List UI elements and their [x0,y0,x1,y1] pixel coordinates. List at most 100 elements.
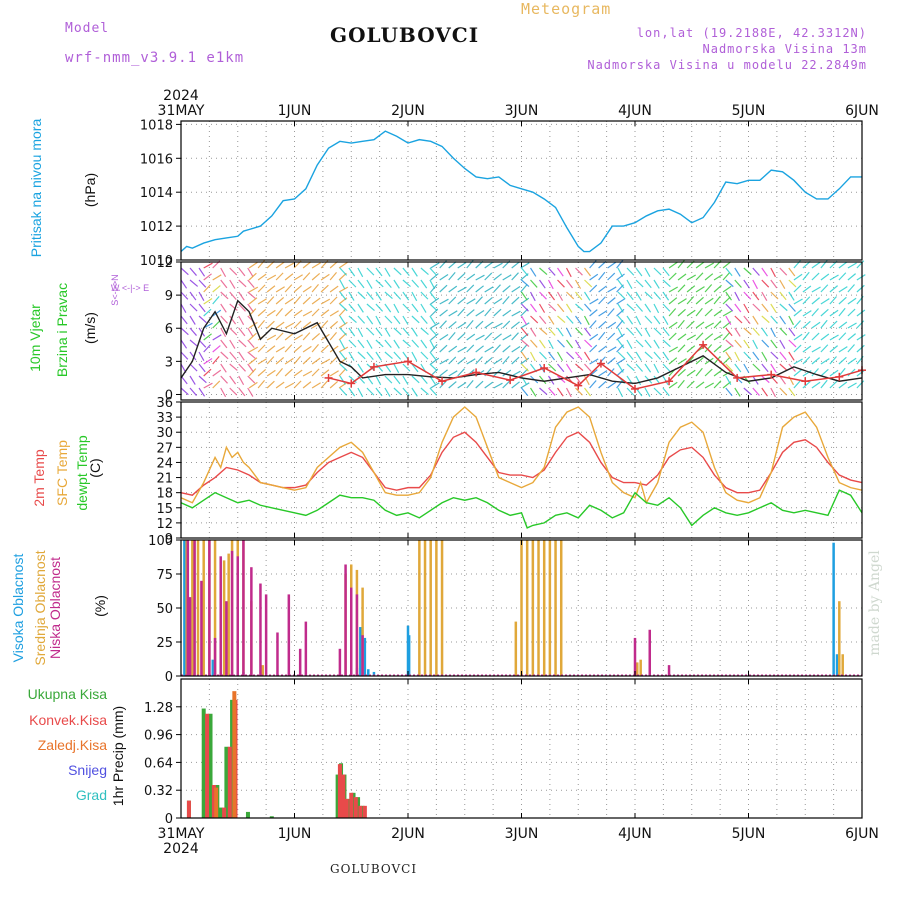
wind-barb [820,333,830,341]
wind-barb [311,333,321,341]
wind-barb [644,351,653,360]
wind-barb [320,309,330,317]
wind-barb [357,339,365,349]
wind-barb [521,387,529,397]
wind-barb [229,327,238,336]
wind-barb [266,320,275,329]
wind-barb [420,375,428,385]
wind-barb [302,261,312,269]
cloud_low-bar [648,629,652,676]
wind-barb [220,267,227,278]
wind-barb [189,351,197,361]
wind-barb [686,285,696,293]
wind-barb [734,327,741,337]
wind-barb [275,286,285,293]
model-elevation-text: Nadmorska Visina u modelu 22.2849m [587,58,867,72]
wind-barb [457,357,466,365]
cloud_mid-bar [191,540,194,676]
wind-barb [616,298,626,305]
wind-barb [357,387,364,398]
wind-barb [375,375,382,386]
precip_conv-bar [337,764,342,818]
wind-barb [704,333,714,341]
sfc-line [180,406,863,505]
wind-barb [635,315,642,326]
wind-barb [779,351,787,361]
compass-ew: W <-|-> E [110,283,150,293]
wind-barb [375,327,383,337]
wind-barb [420,351,429,360]
cloud_mid-bar [639,659,642,676]
wind-barb [338,346,349,353]
wind-barb [275,261,285,269]
wind-barb [838,307,846,317]
wind-barb [348,339,357,348]
time-label-top: 5JUN [732,103,766,119]
dew-line [180,489,863,529]
wind-barb [752,303,761,312]
wind-barb [180,387,189,396]
cloud_low-bar [276,632,279,676]
wind-barb [411,375,420,384]
wind-barb [668,272,677,281]
wind-barb [829,285,839,293]
wind-barb [811,368,819,377]
wind-barb [248,297,258,305]
wind-barb [238,315,245,326]
wind-barb [607,368,615,377]
wind-barb [502,356,510,365]
time-label-bottom: 2JUN [391,826,425,842]
wind-barb [284,297,294,305]
wind-barb [402,339,411,347]
station-title: GOLUBOVCI [330,23,480,47]
precip_total-bar [245,811,250,818]
wind-barb [566,315,574,324]
wind-barb [539,315,547,325]
wind-barb [793,333,803,341]
wind-barb [662,315,669,325]
wind-barb [248,272,257,281]
wind-barb [752,327,760,336]
wind-barb [695,286,705,293]
wind-barb [644,363,652,373]
wind-barb [257,379,265,389]
wind-barb [180,351,189,360]
wind-barb [557,315,566,324]
wind-barb [393,267,402,276]
wind-barb [275,367,283,377]
wind-barb [475,356,483,365]
wind-barb [402,387,410,397]
wind-barb [339,327,348,336]
wind-barb [198,291,205,302]
wind-barb [725,339,734,348]
wind-barb [779,267,788,276]
cloud_high-bar [835,654,839,676]
wind-barb [520,297,530,305]
ytick-label: 15 [156,502,173,517]
lonlat-text: lon,lat (19.2188E, 42.3312N) [636,26,867,40]
wind-barb [475,296,483,305]
wind-barb [635,303,644,312]
wind-barb [511,296,520,305]
wind-barb [779,303,788,312]
wind-barb [411,387,418,397]
wind-barb [743,291,752,300]
wind-barb [293,380,302,389]
wind-barb [502,345,511,353]
wind-barb [266,334,277,341]
frame-layer [176,120,863,819]
wind-barb [493,382,503,389]
wind-barb [493,333,502,341]
ytick-label: 75 [156,568,173,583]
wind-barb [248,368,257,377]
elevation-text: Nadmorska Visina 13m [702,42,867,56]
wind-barb [584,387,592,397]
ytick-label: 0.32 [144,784,173,799]
wind-barb [668,321,678,329]
wind-barb [203,297,213,305]
wind-barb [695,296,704,305]
wind-barb [511,381,520,389]
wind-barb [520,284,528,293]
wind-barb [275,307,283,317]
wind-barb [339,339,346,350]
